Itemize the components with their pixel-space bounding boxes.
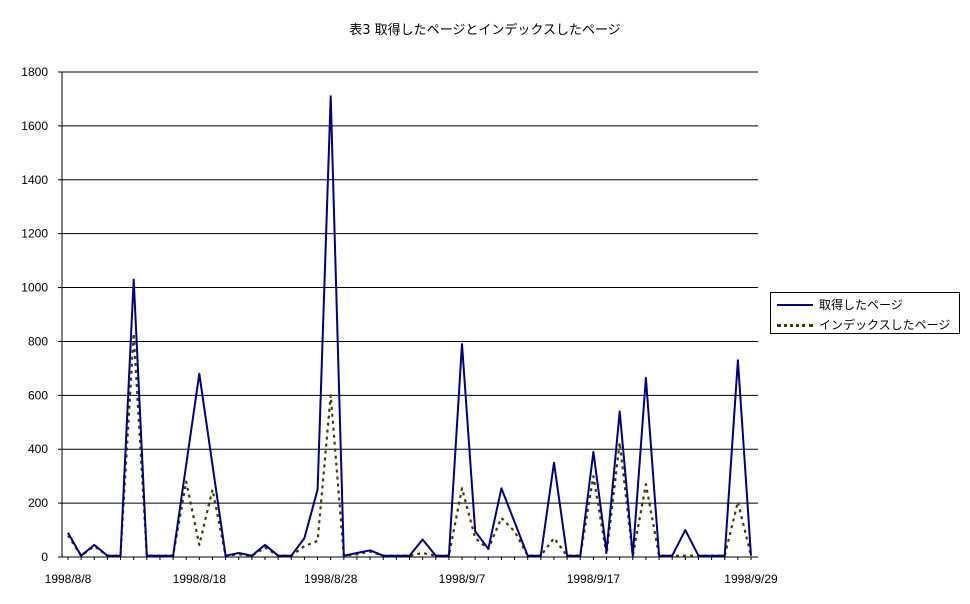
legend-item-indexed: インデックスしたページ — [771, 315, 959, 333]
y-tick-label: 0 — [41, 550, 48, 564]
y-tick-label: 800 — [28, 334, 48, 348]
y-axis-ticks: 0 200 400 600 800 1000 1200 1400 1600 1800 — [21, 65, 62, 564]
x-tick-label: 1998/8/18 — [173, 572, 227, 586]
legend-swatch-fetched — [777, 304, 813, 306]
legend-label-fetched: 取得したページ — [819, 298, 903, 312]
chart-title: 表3 取得したページとインデックスしたページ — [349, 23, 621, 38]
y-tick-label: 200 — [28, 496, 48, 510]
gridlines — [62, 71, 758, 504]
x-tick-label: 1998/8/28 — [304, 572, 358, 586]
y-tick-label: 1000 — [21, 281, 48, 295]
series-lines — [67, 95, 753, 557]
series-line-fetched — [67, 95, 752, 557]
legend-swatch-indexed — [777, 324, 813, 327]
legend: 取得したページ インデックスしたページ — [770, 292, 960, 334]
x-tick-label: 1998/9/7 — [439, 572, 486, 586]
legend-label-indexed: インデックスしたページ — [819, 318, 951, 332]
y-tick-label: 600 — [28, 388, 48, 402]
y-tick-label: 1600 — [21, 119, 48, 133]
series-line-indexed — [67, 332, 753, 557]
y-tick-label: 1400 — [21, 173, 48, 187]
x-tick-label: 1998/9/17 — [567, 572, 621, 586]
y-tick-label: 1800 — [21, 65, 48, 79]
y-tick-label: 400 — [28, 442, 48, 456]
x-tick-label: 1998/8/8 — [45, 572, 92, 586]
x-axis-ticks: 1998/8/8 1998/8/18 1998/8/28 1998/9/7 1998/9… — [45, 557, 778, 586]
y-tick-label: 1200 — [21, 227, 48, 241]
legend-item-fetched: 取得したページ — [771, 295, 959, 313]
x-tick-label: 1998/9/29 — [724, 572, 778, 586]
